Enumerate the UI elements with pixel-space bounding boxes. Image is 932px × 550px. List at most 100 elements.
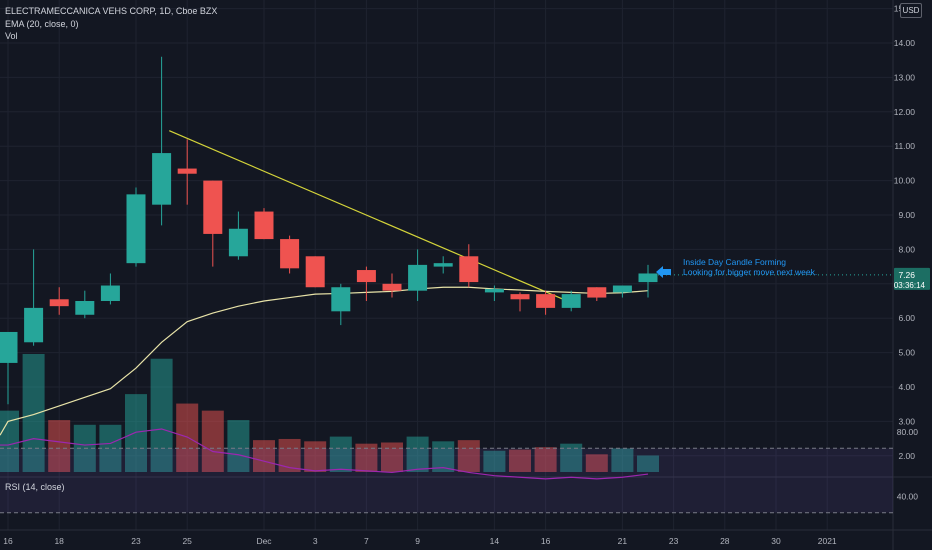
- rsi-legend[interactable]: RSI (14, close): [5, 482, 65, 492]
- time-tick-label: 23: [131, 536, 141, 546]
- candle-body: [510, 294, 530, 300]
- time-tick-label: 18: [54, 536, 64, 546]
- price-tick-label: 12.00: [894, 107, 916, 117]
- volume-bar: [611, 448, 634, 472]
- trendline-segment: [169, 130, 572, 304]
- candle-body: [587, 287, 607, 298]
- last-price-badge: [894, 267, 930, 290]
- symbol-title: ELECTRAMECCANICA VEHS CORP, 1D, Cboe BZX: [5, 6, 218, 16]
- volume-bar: [22, 354, 45, 472]
- candle-body: [100, 285, 120, 301]
- candle-body: [638, 273, 658, 283]
- volume-bar: [509, 449, 531, 472]
- time-tick-label: 23: [669, 536, 679, 546]
- price-tick-label: 11.00: [894, 141, 915, 151]
- time-tick-label: 7: [364, 536, 369, 546]
- time-tick-label: 21: [618, 536, 628, 546]
- candle-body: [177, 168, 197, 174]
- time-tick-label: 16: [3, 536, 13, 546]
- volume-bar: [304, 441, 327, 472]
- bar-countdown-label: 03:36:14: [894, 281, 926, 290]
- volume-bar: [99, 424, 122, 472]
- ema-line: [0, 286, 649, 436]
- time-tick-label: 28: [720, 536, 730, 546]
- candle-body: [382, 283, 402, 291]
- rsi-band-fill: [0, 448, 893, 513]
- candle-body: [228, 228, 248, 257]
- candle-body: [536, 294, 556, 308]
- trendline: [169, 130, 572, 304]
- time-tick-label: 25: [182, 536, 192, 546]
- candle-body: [408, 264, 428, 291]
- annotation-line-2: Looking for bigger move next week.: [683, 267, 817, 277]
- time-tick-label: 16: [541, 536, 551, 546]
- ema-legend[interactable]: EMA (20, close, 0): [5, 19, 79, 29]
- volume-bar: [125, 394, 147, 472]
- volume-bar: [48, 420, 71, 472]
- price-tick-label: 3.00: [898, 416, 915, 426]
- time-tick-label: 3: [313, 536, 318, 546]
- volume-legend[interactable]: Vol: [5, 31, 18, 41]
- volume-bar: [483, 450, 506, 472]
- candle-body: [152, 153, 172, 205]
- candle-body: [561, 294, 581, 308]
- price-tick-label: 2.00: [898, 451, 915, 461]
- volume-bar: [150, 358, 173, 472]
- candle-body: [254, 211, 274, 240]
- candle-body: [126, 194, 146, 264]
- candle-body: [75, 301, 95, 315]
- candle-body: [24, 307, 44, 343]
- volume-bars: [0, 354, 659, 472]
- time-tick-label: 30: [771, 536, 781, 546]
- price-tick-label: 13.00: [894, 72, 916, 82]
- volume-bar: [227, 420, 250, 472]
- last-price-label: 7.26: [898, 270, 915, 280]
- ema-series: [0, 286, 649, 436]
- volume-bar: [329, 436, 352, 472]
- volume-bar: [176, 403, 199, 472]
- volume-bar: [406, 436, 429, 472]
- volume-bar: [585, 454, 608, 472]
- candle-body: [0, 331, 18, 363]
- candle-body: [484, 288, 504, 293]
- arrow-left-icon: [656, 266, 671, 278]
- candlesticks: [0, 56, 658, 405]
- rsi-tick-label: 80.00: [897, 427, 919, 437]
- rsi-series: [0, 428, 649, 480]
- candle-body: [49, 299, 69, 307]
- candle-body: [280, 239, 300, 269]
- candle-body: [459, 256, 479, 283]
- annotation-line-1: Inside Day Candle Forming: [683, 257, 786, 267]
- time-tick-label: Dec: [256, 536, 272, 546]
- volume-bar: [355, 443, 378, 472]
- candle-body: [612, 285, 632, 293]
- volume-bar: [381, 442, 403, 472]
- candle-body: [356, 270, 376, 283]
- volume-bar: [560, 443, 583, 472]
- candle-body: [305, 256, 325, 288]
- volume-bar: [278, 438, 301, 472]
- currency-badge[interactable]: USD: [900, 3, 922, 18]
- time-tick-label: 9: [415, 536, 420, 546]
- volume-bar: [432, 441, 455, 472]
- volume-bar: [201, 410, 224, 472]
- candle-body: [433, 263, 453, 267]
- price-tick-label: 5.00: [898, 348, 915, 358]
- volume-bar: [637, 455, 659, 472]
- rsi-tick-label: 40.00: [897, 492, 919, 502]
- time-tick-label: 14: [490, 536, 500, 546]
- rsi-panel: [0, 428, 893, 514]
- price-tick-label: 10.00: [894, 176, 916, 186]
- volume-bar: [534, 447, 557, 472]
- price-tick-label: 9.00: [898, 210, 915, 220]
- price-tick-label: 14.00: [894, 38, 916, 48]
- candle-body: [331, 287, 351, 312]
- price-tick-label: 6.00: [898, 313, 915, 323]
- time-tick-label: 2021: [818, 536, 837, 546]
- price-tick-label: 8.00: [898, 244, 915, 254]
- price-tick-label: 4.00: [898, 382, 915, 392]
- candle-body: [203, 180, 223, 234]
